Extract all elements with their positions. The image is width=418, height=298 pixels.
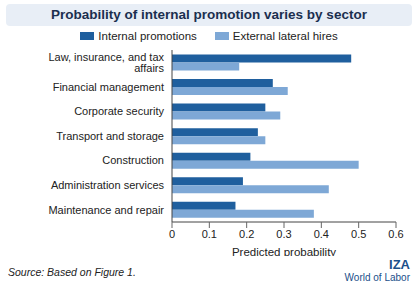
html-text:Probability of internal promot: Probability of internal promotion varies…: [51, 7, 367, 22]
svg-text:Corporate security: Corporate security: [74, 105, 164, 117]
svg-text:0.5: 0.5: [351, 228, 366, 240]
html-text:Internal promotions: Internal promotions: [98, 30, 197, 42]
svg-text:Transport and storage: Transport and storage: [56, 130, 164, 142]
svg-text:0.2: 0.2: [239, 228, 254, 240]
svg-text:0.4: 0.4: [314, 228, 329, 240]
html-text:World of Labor: World of Labor: [344, 272, 410, 283]
svg-text:0.1: 0.1: [202, 228, 217, 240]
html-text:IZA: IZA: [389, 257, 410, 272]
html-text:Source: Based on Figure 1.: Source: Based on Figure 1.: [8, 266, 136, 278]
svg-text:0: 0: [169, 228, 175, 240]
svg-text:Law, insurance, and taxaffairs: Law, insurance, and taxaffairs: [48, 51, 164, 74]
svg-text:Administration services: Administration services: [51, 179, 165, 191]
svg-text:Maintenance and repair: Maintenance and repair: [48, 204, 164, 216]
html-text:External lateral hires: External lateral hires: [232, 30, 338, 42]
svg-text:Predicted probability: Predicted probability: [232, 246, 336, 256]
svg-text:Financial management: Financial management: [53, 81, 164, 93]
svg-text:0.3: 0.3: [276, 228, 291, 240]
svg-text:Construction: Construction: [102, 154, 164, 166]
svg-text:0.6: 0.6: [388, 228, 403, 240]
